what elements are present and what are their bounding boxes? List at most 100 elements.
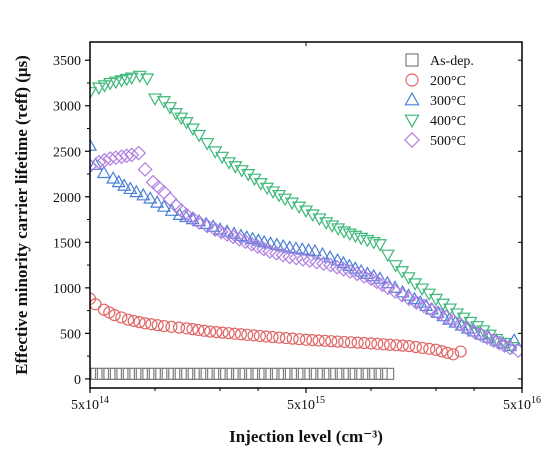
y-tick-label: 3500	[53, 54, 81, 69]
data-point	[258, 367, 272, 380]
data-point	[291, 367, 304, 380]
x-tick-label: 5x1015	[287, 395, 325, 413]
data-point	[222, 327, 235, 340]
data-point	[91, 82, 107, 96]
data-point	[109, 367, 123, 380]
y-tick-label: 2000	[53, 191, 81, 206]
data-point	[259, 182, 275, 196]
data-point	[390, 339, 403, 352]
data-point	[90, 367, 97, 380]
data-point	[276, 238, 291, 252]
data-point	[354, 232, 369, 246]
data-point	[271, 367, 285, 380]
y-tick-label: 500	[60, 327, 81, 342]
data-point	[310, 367, 323, 380]
data-point	[148, 367, 161, 380]
legend-label: 300°C	[430, 94, 466, 109]
data-point	[380, 280, 396, 296]
data-point	[273, 331, 286, 344]
data-point	[388, 260, 403, 273]
data-point	[234, 328, 248, 341]
data-point	[265, 186, 281, 199]
data-point	[402, 340, 416, 353]
data-point	[168, 367, 181, 380]
data-point	[252, 367, 265, 380]
data-point	[121, 313, 135, 326]
data-point	[174, 367, 187, 380]
data-point	[179, 117, 194, 130]
data-point	[124, 72, 139, 86]
data-point	[317, 367, 330, 380]
data-point	[150, 195, 165, 208]
data-point	[96, 165, 112, 179]
data-point	[241, 328, 254, 341]
data-point	[247, 329, 260, 342]
data-point	[213, 367, 226, 380]
x-tick-label: 5x1014	[71, 395, 109, 413]
data-point	[459, 320, 475, 336]
data-point	[383, 338, 397, 351]
legend-marker	[403, 131, 421, 149]
data-point	[245, 367, 259, 380]
data-point	[343, 367, 356, 380]
data-point	[288, 241, 304, 254]
data-point	[253, 329, 267, 343]
data-point	[442, 312, 457, 325]
data-point	[90, 157, 103, 170]
data-point	[192, 323, 205, 337]
data-point	[360, 234, 375, 248]
data-point	[135, 367, 148, 380]
data-point	[221, 157, 237, 170]
data-point	[186, 323, 199, 336]
y-tick-label: 1500	[53, 236, 81, 251]
data-point	[232, 367, 246, 380]
data-point	[205, 219, 221, 232]
data-point	[375, 367, 388, 380]
data-point	[139, 317, 152, 330]
data-point	[122, 367, 135, 380]
data-point	[271, 189, 287, 203]
data-point	[151, 319, 164, 332]
data-point	[157, 319, 171, 333]
data-point	[395, 266, 410, 279]
data-point	[394, 287, 410, 303]
data-point	[133, 316, 146, 329]
data-point	[371, 337, 384, 350]
data-point	[380, 275, 395, 289]
data-point	[409, 294, 424, 310]
data-point	[234, 165, 249, 178]
data-point	[305, 209, 320, 222]
data-point	[192, 129, 207, 143]
legend-label: 500°C	[430, 134, 466, 149]
y-tick-label: 3000	[53, 100, 81, 115]
data-point	[331, 223, 346, 236]
data-point	[212, 222, 228, 235]
data-point	[277, 193, 293, 207]
data-point	[282, 240, 297, 253]
data-point	[396, 339, 409, 352]
data-point	[342, 228, 357, 242]
data-point	[241, 169, 256, 182]
data-point	[226, 367, 239, 380]
data-point	[168, 108, 184, 121]
data-point	[429, 343, 443, 356]
data-point	[115, 311, 128, 324]
y-tick-label: 0	[74, 373, 81, 388]
data-point	[356, 367, 369, 380]
data-point	[111, 174, 126, 188]
data-point	[90, 367, 103, 380]
data-point	[454, 345, 467, 358]
data-point	[364, 337, 378, 350]
data-point	[103, 367, 116, 380]
data-point	[129, 367, 142, 380]
data-point	[90, 298, 102, 311]
y-tick-label: 1000	[53, 282, 81, 297]
data-point	[297, 367, 310, 380]
legend-marker	[405, 73, 419, 87]
data-point	[382, 367, 395, 380]
data-point	[200, 138, 215, 151]
data-point	[344, 336, 358, 349]
data-point	[319, 217, 334, 230]
data-point	[207, 367, 220, 380]
